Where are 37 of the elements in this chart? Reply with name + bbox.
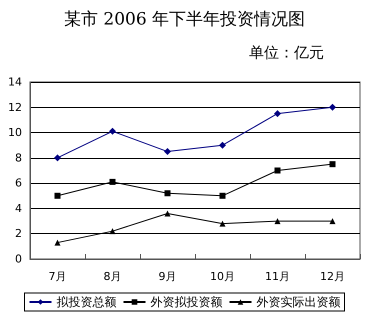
point	[330, 161, 336, 168]
point	[54, 154, 61, 162]
y-tick-label: 0	[15, 252, 22, 266]
y-tick-label: 6	[15, 176, 22, 190]
point	[110, 178, 116, 185]
point	[220, 220, 226, 227]
point	[164, 148, 171, 156]
point	[220, 192, 226, 199]
legend-label: 外资拟投资额	[150, 295, 222, 309]
point	[164, 190, 170, 196]
point	[274, 110, 281, 118]
y-tick-label: 10	[8, 126, 22, 140]
point	[109, 128, 116, 135]
point	[219, 142, 226, 149]
x-tick-label: 11月	[265, 270, 290, 283]
y-tick-label: 4	[15, 202, 22, 215]
point	[274, 168, 280, 174]
point	[274, 218, 280, 224]
x-tick-label: 10月	[210, 270, 235, 283]
point	[164, 210, 170, 216]
point	[54, 192, 60, 199]
x-tick-label: 9月	[158, 270, 176, 283]
x-tick-label: 7月	[48, 270, 66, 283]
point	[110, 228, 116, 234]
point	[329, 104, 336, 111]
legend-label: 外资实际出资额	[256, 295, 340, 309]
x-tick-label: 8月	[104, 270, 122, 283]
legend-label: 拟投资总额	[56, 295, 116, 309]
y-tick-label: 8	[15, 151, 22, 164]
y-tick-label: 2	[15, 227, 22, 240]
point	[330, 218, 336, 224]
point	[54, 240, 60, 246]
y-tick-label: 12	[8, 100, 22, 114]
chart-title: 某市 2006 年下半年投资情况图	[64, 10, 306, 30]
y-tick-label: 14	[8, 76, 22, 88]
x-tick-label: 12月	[320, 270, 345, 283]
chart-subtitle: 单位：亿元	[249, 44, 324, 62]
